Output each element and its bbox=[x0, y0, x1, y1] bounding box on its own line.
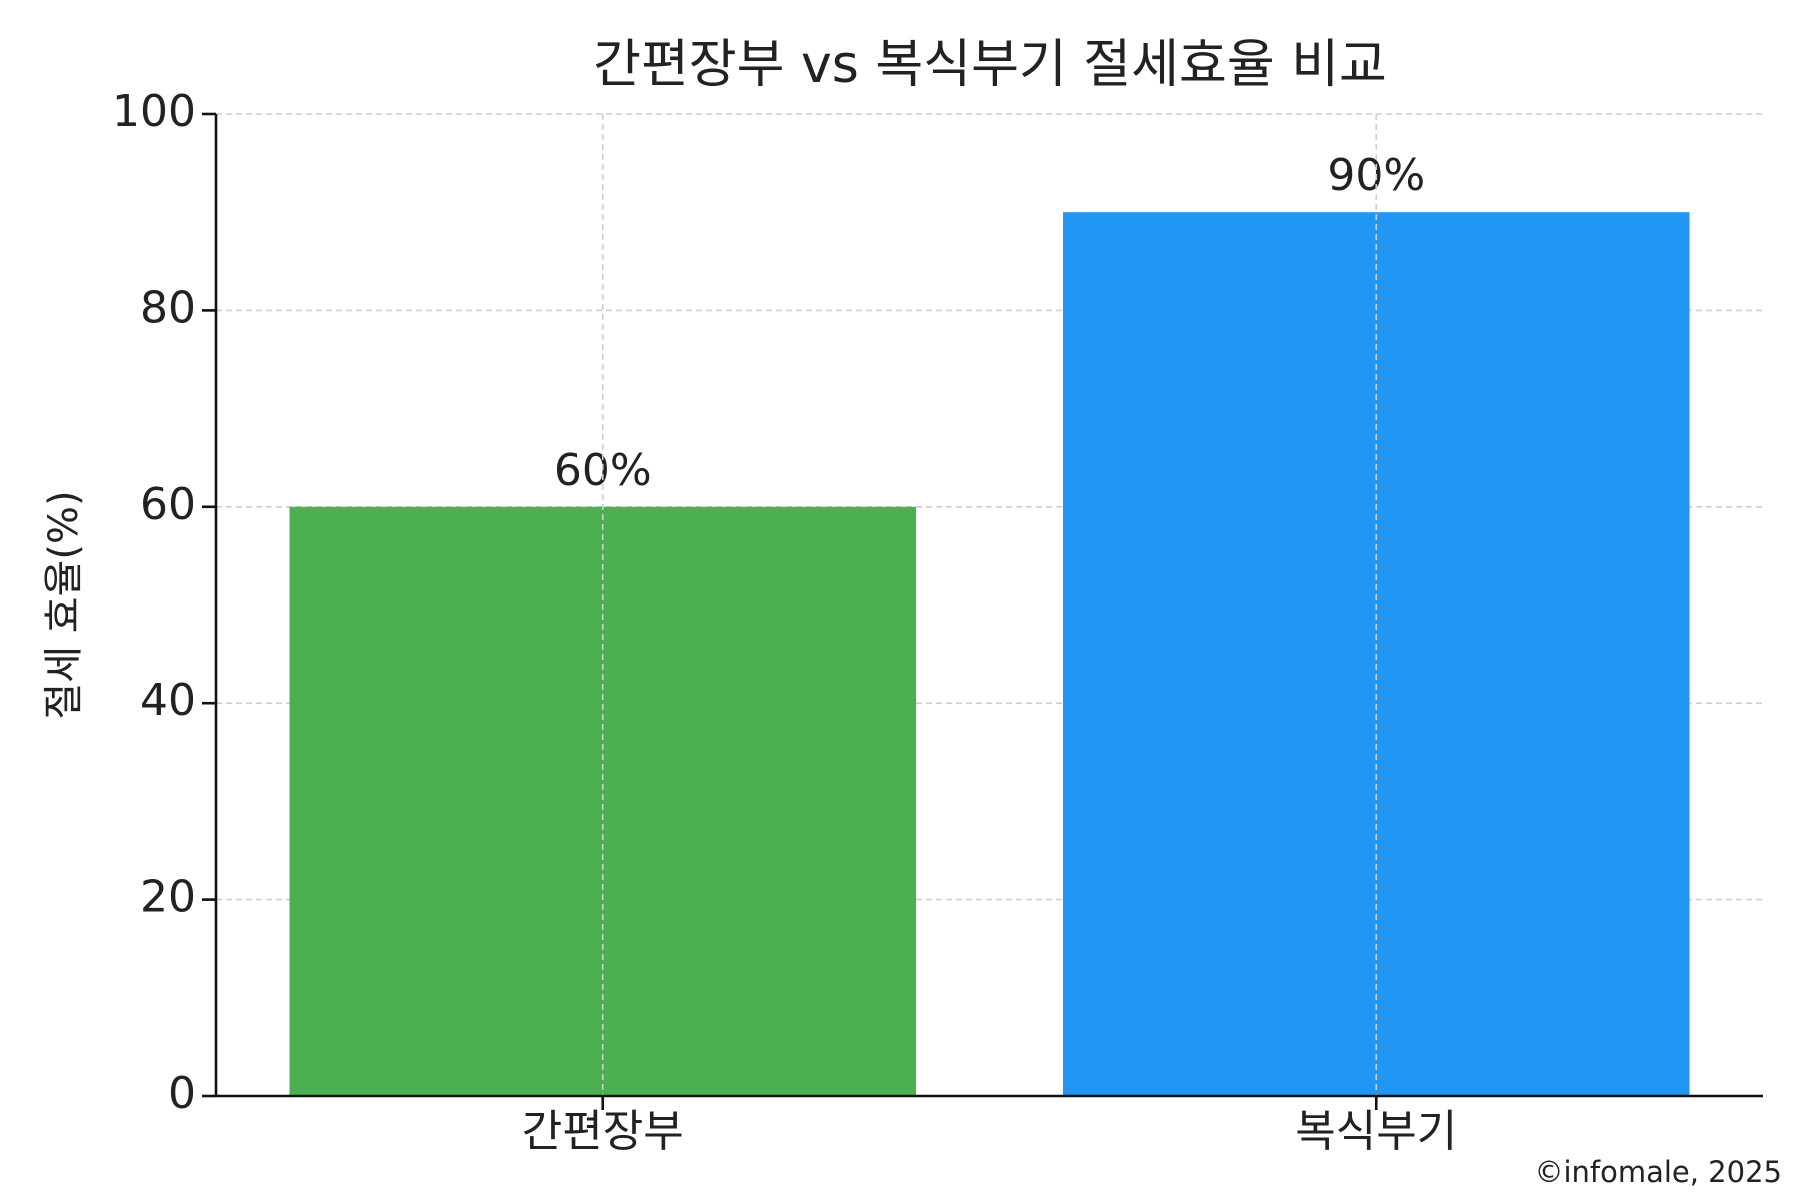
y-tick-label: 40 bbox=[140, 675, 196, 726]
credit: ©infomale, 2025 bbox=[1534, 1155, 1782, 1189]
y-axis-label: 절세 효율(%) bbox=[41, 490, 87, 719]
chart-title: 간편장부 vs 복식부기 절세효율 비교 bbox=[593, 35, 1387, 95]
y-tick-label: 60 bbox=[140, 479, 196, 530]
y-tick-label: 0 bbox=[168, 1068, 196, 1119]
y-tick-label: 100 bbox=[112, 86, 196, 137]
x-tick-label: 간편장부 bbox=[522, 1106, 684, 1157]
y-tick-label: 20 bbox=[140, 872, 196, 923]
x-tick-label: 복식부기 bbox=[1295, 1106, 1457, 1157]
y-tick-label: 80 bbox=[140, 282, 196, 333]
